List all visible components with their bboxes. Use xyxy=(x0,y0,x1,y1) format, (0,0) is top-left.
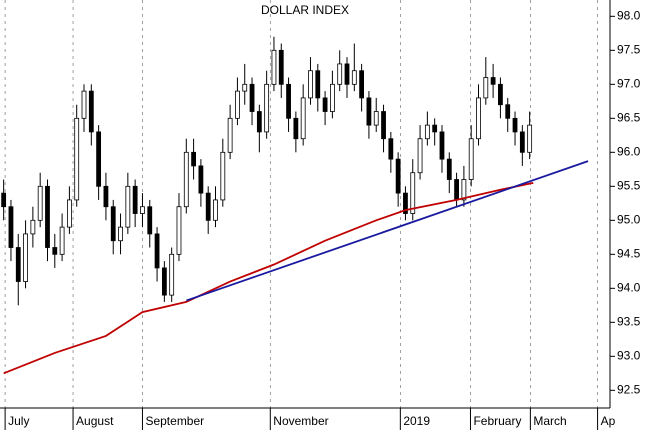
candle-body xyxy=(366,97,372,126)
candle-body xyxy=(103,185,109,208)
candle-body xyxy=(468,138,474,180)
candle-body xyxy=(235,90,240,119)
candle-body xyxy=(147,206,153,235)
y-tick-label: 92.5 xyxy=(617,382,641,396)
candle-body xyxy=(67,199,72,228)
y-tick-label: 93.0 xyxy=(617,348,641,362)
candle-body xyxy=(256,111,262,133)
candle-body xyxy=(308,70,313,99)
candle-body xyxy=(161,267,167,296)
candle-body xyxy=(373,111,379,126)
candle-body xyxy=(344,63,350,85)
candle-body xyxy=(476,97,481,140)
candle-body xyxy=(74,117,80,201)
x-tick-label: July xyxy=(8,414,29,428)
x-tick-label: September xyxy=(145,414,204,428)
candle-body xyxy=(205,192,211,221)
y-tick-label: 96.5 xyxy=(617,110,641,124)
candle-body xyxy=(337,63,343,85)
candle-body xyxy=(498,83,503,106)
candle-body xyxy=(329,83,335,112)
candle-body xyxy=(1,192,7,208)
candle-body xyxy=(30,219,36,235)
candle-body xyxy=(286,83,291,119)
candle-body xyxy=(118,226,123,242)
candle-body xyxy=(88,90,94,133)
candle-body xyxy=(169,253,175,296)
candle-body xyxy=(278,49,284,85)
candle-body xyxy=(264,83,270,133)
candle-body xyxy=(512,117,518,133)
candle-body xyxy=(45,185,50,248)
candle-body xyxy=(198,165,204,194)
y-tick-label: 94.0 xyxy=(617,280,641,294)
candle-body xyxy=(81,90,87,119)
y-tick-label: 93.5 xyxy=(617,314,641,328)
candle-body xyxy=(15,247,21,282)
candle-body xyxy=(8,206,14,248)
candle-body xyxy=(359,70,365,99)
candle-body xyxy=(59,226,65,255)
candle-body xyxy=(220,151,226,201)
candle-body xyxy=(183,151,189,208)
candle-body xyxy=(417,138,423,174)
line xyxy=(185,160,589,302)
candle-body xyxy=(322,97,328,112)
candle-body xyxy=(300,97,306,140)
candle-body xyxy=(213,199,218,221)
line xyxy=(3,182,534,375)
candle-body xyxy=(154,233,160,269)
candle-body xyxy=(110,206,116,242)
candle-body xyxy=(424,124,430,140)
y-tick-label: 95.0 xyxy=(617,212,641,226)
y-tick-label: 97.0 xyxy=(617,76,641,90)
x-tick-label: February xyxy=(473,414,521,428)
candle-body xyxy=(176,206,182,255)
candle-body xyxy=(125,185,131,228)
candle-body xyxy=(527,124,533,153)
candle-body xyxy=(23,233,28,282)
candle-body xyxy=(439,131,445,160)
y-tick-label: 94.5 xyxy=(617,246,641,260)
x-tick-label: August xyxy=(76,414,114,428)
candle-body xyxy=(432,124,438,133)
x-tick-label: November xyxy=(273,414,328,428)
candle-body xyxy=(249,83,255,112)
candle-body xyxy=(483,77,489,99)
candle-body xyxy=(490,77,496,85)
candle-body xyxy=(461,179,467,201)
candle-body xyxy=(351,70,357,85)
candle-body xyxy=(395,158,401,194)
candle-body xyxy=(381,111,386,140)
y-tick-label: 97.5 xyxy=(617,42,641,56)
x-tick-label: March xyxy=(533,414,566,428)
candle-body xyxy=(271,49,277,85)
candle-body xyxy=(132,185,138,214)
candle-body xyxy=(293,117,299,140)
y-tick-label: 96.0 xyxy=(617,144,641,158)
candle-body xyxy=(37,185,43,221)
candle-body xyxy=(454,179,459,201)
candle-body xyxy=(519,131,525,153)
candle-body xyxy=(227,117,233,153)
candle-body xyxy=(315,70,321,99)
candle-body xyxy=(446,158,452,180)
candle-body xyxy=(403,192,408,214)
x-tick-label: 2019 xyxy=(403,414,430,428)
candle-body xyxy=(505,104,511,119)
candle-body xyxy=(96,131,102,187)
candle-body xyxy=(410,172,416,214)
y-tick-label: 95.5 xyxy=(617,178,641,192)
chart-title: DOLLAR INDEX xyxy=(261,3,349,17)
candle-body xyxy=(388,138,394,160)
candle-body xyxy=(52,247,58,255)
candle-body xyxy=(242,83,248,92)
candle-body xyxy=(191,151,196,167)
candle-body xyxy=(140,206,145,214)
x-tick-label: Ap xyxy=(601,414,616,428)
y-tick-label: 98.0 xyxy=(617,8,641,22)
